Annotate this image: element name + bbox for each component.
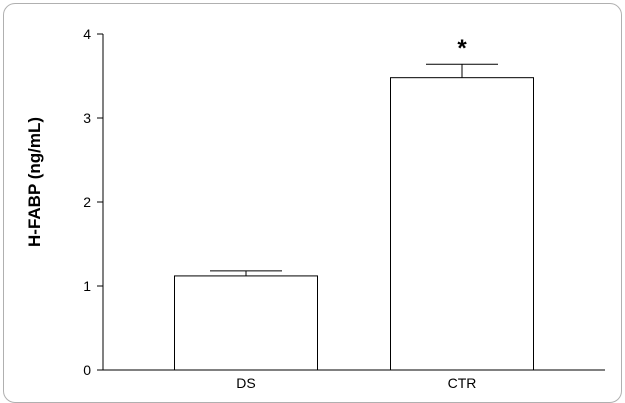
- y-tick-label: 1: [83, 278, 91, 294]
- x-axis: DS CTR: [103, 369, 605, 391]
- y-tick-label: 0: [83, 362, 91, 378]
- bars: *: [174, 35, 534, 371]
- bar-ctr: [390, 77, 534, 371]
- y-tick-label: 3: [83, 110, 91, 126]
- x-tick-label: DS: [236, 375, 255, 391]
- x-tick-label: CTR: [448, 375, 477, 391]
- bar-ds: [174, 275, 318, 371]
- y-tick-label: 4: [83, 26, 91, 42]
- y-axis-title: H-FABP (ng/mL): [25, 117, 44, 247]
- y-tick-label: 2: [83, 194, 91, 210]
- significance-marker: *: [457, 35, 467, 62]
- y-axis: 0 1 2 3 4: [83, 26, 104, 378]
